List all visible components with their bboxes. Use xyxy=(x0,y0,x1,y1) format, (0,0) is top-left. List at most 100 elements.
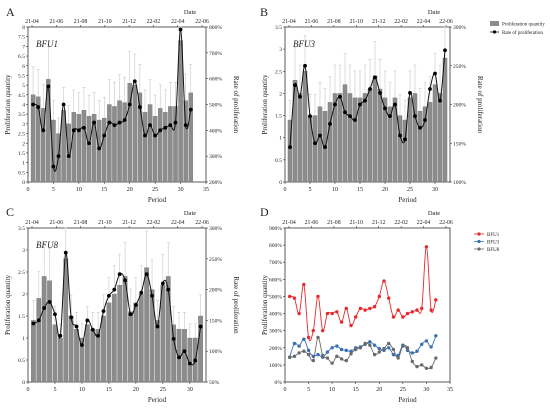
date-tick-label: 21-04 xyxy=(282,19,296,25)
rate-point xyxy=(122,118,127,122)
y-tick-label: 3.5 xyxy=(18,112,25,118)
y-tick-label: 2 xyxy=(22,292,25,298)
bar xyxy=(362,93,368,183)
y2-tick-label: 500% xyxy=(209,103,222,109)
rate-point xyxy=(328,121,332,126)
rate-point xyxy=(158,128,163,133)
date-tick-label: 22-06 xyxy=(439,19,453,25)
rate-point xyxy=(117,272,122,277)
y2-tick-label: 50% xyxy=(209,380,220,386)
date-tick-label: 22-06 xyxy=(195,220,209,226)
series-point-bfu3 xyxy=(420,342,424,347)
bar xyxy=(297,93,303,183)
date-tick-label: 21-12 xyxy=(372,19,386,25)
rate-point xyxy=(318,133,322,138)
panel-label: C xyxy=(6,205,14,219)
date-tick-label: 21-08 xyxy=(327,220,341,226)
rate-point xyxy=(66,154,71,159)
y-tick-label: 0.5 xyxy=(18,170,25,176)
series-point-bfu1 xyxy=(297,311,301,316)
x-tick-label: 5 xyxy=(52,187,55,193)
rate-point xyxy=(92,120,97,125)
y-tick-label: 6.5 xyxy=(18,54,25,60)
rate-point xyxy=(443,48,447,53)
legend-swatch-bar xyxy=(490,21,499,26)
y2-tick-label: 200% xyxy=(453,103,466,109)
bar xyxy=(46,79,51,183)
rate-point xyxy=(418,125,422,130)
rate-point xyxy=(87,141,91,146)
y-tick-label: 300% xyxy=(269,329,282,335)
x-tick-label: 15 xyxy=(106,387,112,393)
rate-point xyxy=(182,349,187,354)
bar xyxy=(102,117,107,183)
series-point-bfu3 xyxy=(349,349,353,353)
legend-label: BFU8 xyxy=(487,248,500,253)
bar xyxy=(312,115,318,183)
date-tick-label: 21-06 xyxy=(50,19,64,25)
top-axis-title: Date xyxy=(428,210,440,217)
bar xyxy=(397,115,403,183)
rate-point xyxy=(378,90,382,95)
y-tick-label: 5 xyxy=(22,83,25,89)
rate-point xyxy=(403,137,407,142)
x-tick-label: 25 xyxy=(400,387,406,393)
rate-point xyxy=(41,128,46,133)
bar xyxy=(74,329,79,383)
x-tick-label: 25 xyxy=(160,387,166,393)
bar xyxy=(61,110,66,183)
date-tick-label: 22-04 xyxy=(171,19,185,25)
bar xyxy=(122,102,127,183)
y2-tick-label: 400% xyxy=(209,128,222,134)
bar xyxy=(128,311,133,383)
rate-point xyxy=(293,83,297,88)
series-point-bfu3 xyxy=(391,352,396,357)
bar xyxy=(352,97,358,183)
rate-point xyxy=(80,343,84,347)
bar xyxy=(112,106,117,183)
bar xyxy=(36,298,42,383)
bar xyxy=(292,79,298,183)
bar xyxy=(91,114,97,183)
rate-point xyxy=(137,105,142,109)
y2-tick-label: 800% xyxy=(209,25,222,31)
series-point-bfu1 xyxy=(372,305,377,309)
bar xyxy=(84,324,90,383)
date-tick-label: 21-04 xyxy=(282,220,296,226)
y2-tick-label: 150% xyxy=(453,141,466,147)
bar xyxy=(149,289,155,383)
series-point-bfu8 xyxy=(316,335,320,340)
y-tick-label: 1 xyxy=(22,336,25,342)
x-axis-title: Period xyxy=(148,196,167,204)
rate-point xyxy=(413,114,417,119)
bar xyxy=(182,329,187,383)
y-tick-label: 700% xyxy=(269,260,282,266)
rate-point xyxy=(132,79,137,84)
bar xyxy=(357,97,363,183)
rate-point xyxy=(112,287,117,292)
series-point-bfu1 xyxy=(424,245,429,249)
x-axis-title: Period xyxy=(398,196,417,204)
series-point-bfu8 xyxy=(292,354,297,359)
series-point-bfu1 xyxy=(358,306,363,311)
legend-label: BFU3 xyxy=(487,241,500,246)
plot-frame xyxy=(27,227,207,383)
series-point-bfu8 xyxy=(288,355,292,359)
bar xyxy=(173,106,178,183)
series-point-bfu1 xyxy=(349,323,353,328)
bar xyxy=(188,92,193,183)
series-point-bfu3 xyxy=(330,346,334,350)
rate-point xyxy=(107,293,111,298)
rate-point xyxy=(177,355,181,360)
y2-tick-label: 700% xyxy=(209,51,222,57)
y-tick-label: 4.5 xyxy=(18,93,25,99)
y-tick-label: 1.5 xyxy=(275,114,282,120)
y-tick-label: 7 xyxy=(22,44,25,50)
date-tick-label: 22-06 xyxy=(439,220,453,226)
y-tick-label: 0% xyxy=(275,380,283,386)
rate-point xyxy=(428,87,432,91)
y-axis-title: Proliferation quantity xyxy=(261,274,269,335)
series-point-bfu1 xyxy=(401,315,405,319)
y2-tick-label: 300% xyxy=(209,226,222,232)
y-tick-label: 5.5 xyxy=(18,73,25,79)
